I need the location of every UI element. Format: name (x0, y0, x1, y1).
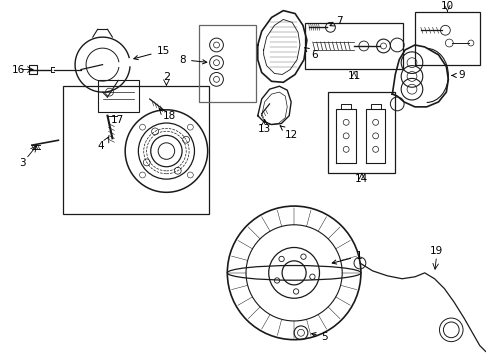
Text: 18: 18 (163, 111, 176, 121)
Text: 19: 19 (430, 246, 443, 256)
Text: 10: 10 (441, 1, 454, 11)
Text: 8: 8 (179, 55, 207, 65)
Text: 7: 7 (330, 17, 343, 26)
Text: 13: 13 (258, 125, 271, 134)
Text: 4: 4 (98, 141, 104, 151)
Text: 11: 11 (347, 71, 361, 81)
Text: 5: 5 (312, 332, 328, 342)
Text: 9: 9 (452, 71, 465, 80)
Text: 1: 1 (332, 251, 363, 264)
Text: 12: 12 (280, 126, 298, 140)
Text: 14: 14 (355, 174, 368, 184)
Text: 3: 3 (19, 158, 25, 168)
Text: 6: 6 (305, 48, 318, 60)
Text: 15: 15 (134, 46, 170, 60)
Text: 16: 16 (12, 64, 25, 75)
Text: 17: 17 (111, 114, 124, 125)
Text: 2: 2 (163, 72, 170, 82)
